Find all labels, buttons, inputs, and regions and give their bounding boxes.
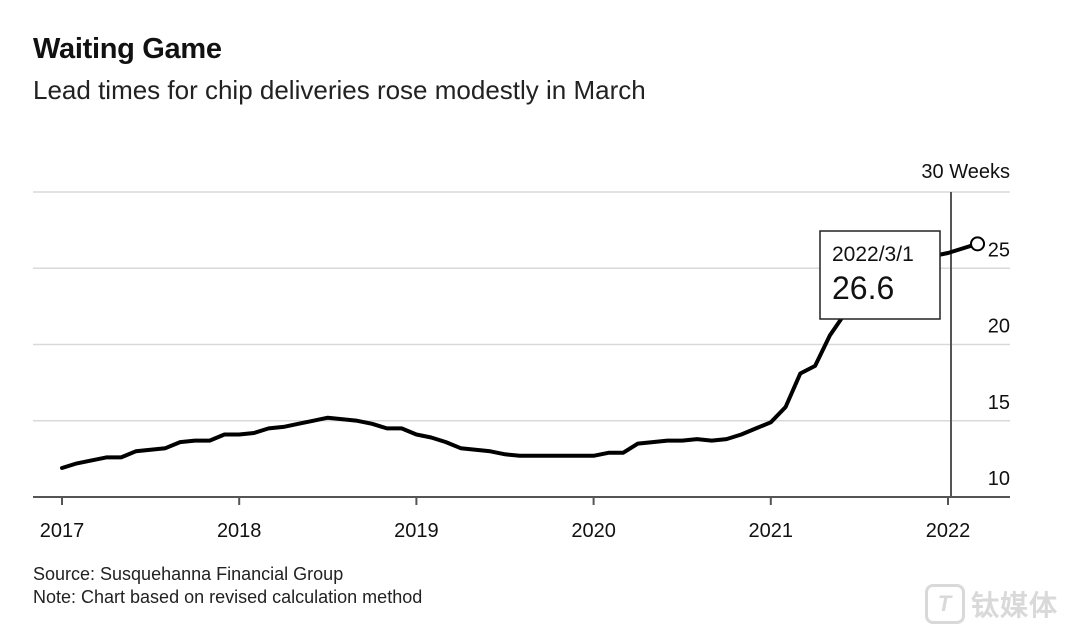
x-tick-label: 2017 [40,520,85,542]
annotation-box [819,230,941,320]
watermark-logo-icon: T [924,584,965,624]
watermark: T 钛媒体 [924,584,1058,624]
method-note: Note: Chart based on revised calculation… [33,587,423,607]
y-tick-label: 10 [988,468,1010,490]
chart-subtitle: Lead times for chip deliveries rose mode… [33,75,646,105]
y-tick-label: 25 [988,239,1010,261]
watermark-text: 钛媒体 [970,590,1058,621]
chart-title: Waiting Game [33,33,222,65]
y-tick-label: 20 [988,316,1010,338]
annotation-date: 2022/3/1 [832,243,914,266]
x-tick-label: 2021 [749,520,794,542]
source-note: Source: Susquehanna Financial Group [33,564,344,584]
x-tick-label: 2020 [571,520,616,542]
y-tick-label: 15 [988,392,1010,414]
x-tick-label: 2018 [217,520,262,542]
x-tick-label: 2019 [394,520,439,542]
y-tick-label: 30 Weeks [921,161,1010,183]
x-tick-label: 2022 [926,520,971,542]
series-line [60,241,980,470]
annotation-value: 26.6 [832,270,894,306]
latest-point-marker [970,236,986,252]
